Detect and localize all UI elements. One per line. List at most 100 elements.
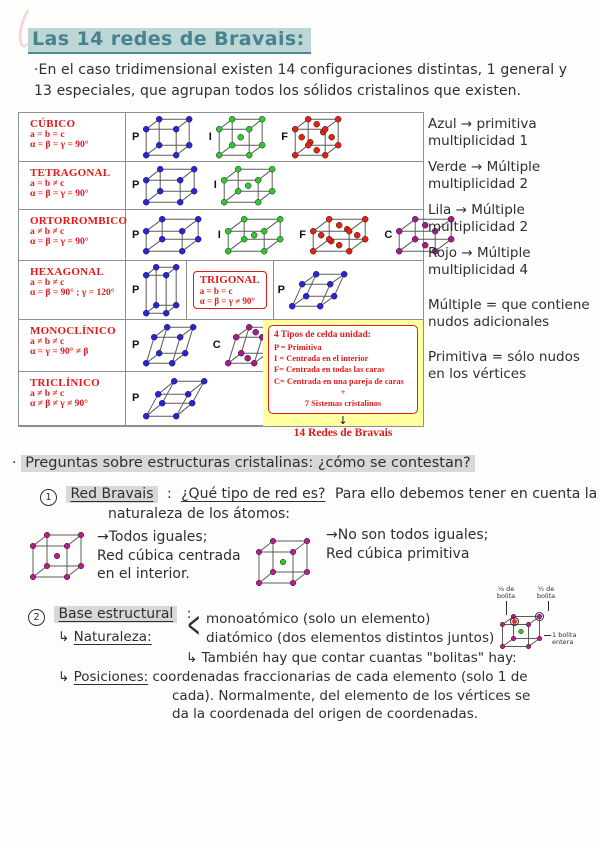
lattice-drawing bbox=[499, 613, 543, 650]
mini-cube bbox=[498, 612, 544, 655]
face-dot bbox=[512, 619, 517, 624]
lattice-drawing bbox=[396, 215, 455, 255]
note-rojo: Rojo → Múltiple multiplicidad 4 bbox=[428, 245, 596, 279]
trigonal-subcell: TRIGONAL a = b = c α = β = γ ≠ 90° bbox=[185, 261, 274, 319]
cell-letter: P bbox=[132, 130, 140, 143]
system-eq1: a ≠ b ≠ c bbox=[30, 337, 65, 347]
note-line: multiplicidad 2 bbox=[428, 176, 529, 192]
note-multiple: Múltiple = que contiene nudos adicionale… bbox=[428, 297, 596, 331]
system-eq2: α = β = γ = 90° bbox=[30, 189, 89, 199]
note-line: Primitiva = sólo nudos bbox=[428, 349, 580, 365]
q2-label: Base estructural bbox=[54, 606, 178, 623]
lattice-drawing bbox=[215, 115, 266, 159]
row-label-cubico: CÚBICO a = b = c α = β = γ = 90° bbox=[19, 113, 126, 161]
system-eq2: α = β = γ = 90° bbox=[30, 237, 89, 247]
lattice-cell-p: P bbox=[132, 262, 182, 318]
note-lila: Lila → Múltiple multiplicidad 2 bbox=[428, 202, 596, 236]
side-notes: Azul → primitiva multiplicidad 1 Verde →… bbox=[428, 116, 596, 392]
system-name: MONOCLÍNICO bbox=[30, 325, 116, 337]
cell-letter: F bbox=[281, 130, 288, 143]
legend-systems: 7 Sistemas cristalinos bbox=[304, 399, 382, 409]
system-eq1: a ≠ b ≠ c bbox=[30, 389, 65, 399]
pointer-line bbox=[544, 635, 551, 636]
posiciones-text-1: coordenadas fraccionarias de cada elemen… bbox=[152, 669, 528, 685]
lattice-cell-p: P bbox=[132, 164, 200, 207]
lattice-cell-f: F bbox=[281, 114, 343, 160]
legend-line-i: I = Centrada en el interior bbox=[274, 353, 369, 363]
note-line: multiplicidad 2 bbox=[428, 219, 529, 235]
system-name: CÚBICO bbox=[30, 118, 76, 130]
note-line: en los vértices bbox=[428, 366, 527, 382]
q1-colon: : bbox=[166, 486, 172, 502]
note-line: multiplicidad 4 bbox=[428, 262, 529, 278]
naturaleza-option-diatomico: diatómico (dos elementos distintos junto… bbox=[206, 630, 495, 646]
row-label-hexagonal: HEXAGONAL a = b ≠ c α = β = 90° ; γ = 12… bbox=[19, 261, 126, 319]
label-eighth-ball: ⅛ de bolita bbox=[496, 585, 516, 600]
lattice-drawing bbox=[309, 215, 369, 255]
lattice-cell-c: C bbox=[384, 214, 456, 256]
circled-number-1: 1 bbox=[40, 489, 57, 506]
tambien-line: ↳ También hay que contar cuantas "bolita… bbox=[186, 650, 517, 666]
lattice-drawing bbox=[143, 263, 180, 317]
questions-heading: · Preguntas sobre estructuras cristalina… bbox=[12, 455, 475, 472]
system-name: ORTORROMBICO bbox=[30, 215, 128, 227]
note-line: nudos adicionales bbox=[428, 314, 550, 330]
legend-result: 14 Redes de Bravais bbox=[293, 427, 393, 440]
lattice-cell-i: I bbox=[214, 164, 277, 207]
cell-letter: P bbox=[132, 228, 140, 241]
row-label-ortorrombico: ORTORROMBICO a ≠ b ≠ c α = β = γ = 90° bbox=[19, 210, 128, 260]
lattice-drawing bbox=[255, 537, 311, 587]
cell-types-box: 4 Tipos de celda unidad: P = Primitiva I… bbox=[268, 325, 418, 414]
system-eq1: a ≠ b ≠ c bbox=[30, 227, 65, 237]
note-verde: Verde → Múltiple multiplicidad 2 bbox=[428, 159, 596, 193]
q1-question: ¿Qué tipo de red es? bbox=[181, 486, 326, 502]
system-name: TRICLÍNICO bbox=[30, 377, 100, 389]
caption-line: →Todos iguales; bbox=[97, 529, 208, 545]
note-line: Múltiple = que contiene bbox=[428, 297, 590, 313]
lattice-cell-p: P bbox=[132, 114, 195, 160]
system-name: TRIGONAL bbox=[199, 274, 260, 286]
q1-line2: naturaleza de los átomos: bbox=[108, 506, 291, 522]
hexagonal-content: P TRIGONAL a = b = c α = β = γ ≠ 90° P bbox=[126, 261, 423, 319]
legend-title: 4 Tipos de celda unidad: bbox=[274, 330, 371, 340]
pointer-line bbox=[506, 601, 507, 615]
naturaleza-option-monoatomico: monoatómico (solo un elemento) bbox=[206, 611, 431, 627]
row-label-monoclinico: MONOCLÍNICO a ≠ b ≠ c α = γ = 90° ≠ β bbox=[19, 320, 126, 371]
hook-arrow-icon: ↳ bbox=[58, 629, 70, 645]
lattice-cell-p: P bbox=[132, 376, 210, 421]
naturaleza-line: ↳ Naturaleza: bbox=[58, 629, 152, 645]
caption-line: Red cúbica centrada bbox=[97, 547, 241, 564]
table-row-ortorrombico: ORTORROMBICO a ≠ b ≠ c α = β = γ = 90° P… bbox=[19, 210, 455, 261]
system-eq1: a = b ≠ c bbox=[30, 278, 65, 288]
legend-line-p: P = Primitiva bbox=[274, 342, 322, 352]
note-line: Azul → primitiva bbox=[428, 116, 537, 132]
system-eq1: a = b = c bbox=[199, 286, 233, 296]
system-eq2: α = β = γ = 90° bbox=[30, 140, 89, 150]
label-whole-ball: 1 bolita entera bbox=[552, 631, 577, 646]
q1-rest: Para ello debemos tener en cuenta la bbox=[334, 486, 598, 502]
q2-colon: : bbox=[186, 606, 192, 622]
lattice-drawing bbox=[143, 115, 193, 159]
trigonal-label-box: TRIGONAL a = b = c α = β = γ ≠ 90° bbox=[192, 271, 267, 309]
note-line: Rojo → Múltiple bbox=[428, 245, 531, 261]
note-azul: Azul → primitiva multiplicidad 1 bbox=[428, 116, 596, 150]
note-primitiva: Primitiva = sólo nudos en los vértices bbox=[428, 349, 596, 383]
legend-line-c: C= Centrada en una pareja de caras bbox=[274, 376, 404, 386]
system-eq2: α ≠ β ≠ γ ≠ 90° bbox=[30, 399, 88, 409]
cell-letter: I bbox=[213, 179, 217, 192]
table-row-hexagonal: HEXAGONAL a = b ≠ c α = β = 90° ; γ = 12… bbox=[19, 261, 423, 320]
posiciones-line: ↳ Posiciones: coordenadas fraccionarias … bbox=[58, 669, 528, 685]
label-half-ball: ½ de bolita bbox=[536, 585, 556, 600]
lattice-cells-hexagonal: P bbox=[128, 262, 186, 318]
circled-number-2: 2 bbox=[28, 609, 45, 626]
caption-cube-primitive: →No son todos iguales; Red cúbica primit… bbox=[326, 526, 488, 563]
circle-annotation bbox=[535, 612, 544, 621]
down-arrow-icon: ↓ bbox=[338, 413, 348, 427]
cell-letter: P bbox=[132, 179, 140, 192]
posiciones-label: Posiciones: bbox=[73, 669, 149, 685]
legend-plus: + bbox=[340, 387, 346, 397]
posiciones-text-3: da la coordenada del origen de coordenad… bbox=[172, 706, 479, 722]
lattice-drawing bbox=[143, 377, 208, 420]
table-row-triclinico: TRICLÍNICO a ≠ b ≠ c α ≠ β ≠ γ ≠ 90° P bbox=[19, 372, 423, 426]
